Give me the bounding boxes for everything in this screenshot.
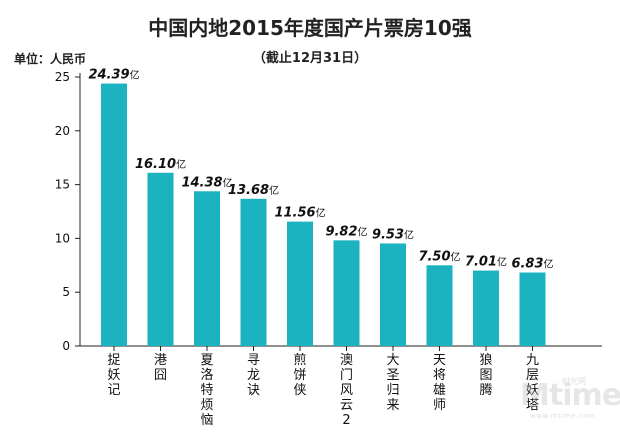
data-label: 14.38亿: [181, 175, 232, 190]
mtime-watermark: Mtime 时光网 www.mtime.com: [508, 376, 620, 424]
bar-夏洛特烦恼: [194, 191, 220, 346]
data-label: 24.39亿: [88, 68, 139, 83]
data-label: 11.56亿: [274, 206, 325, 221]
category-label: 捉妖记: [107, 353, 120, 398]
bar-煎饼侠: [287, 221, 313, 346]
watermark-logo: Mtime: [520, 378, 620, 413]
category-label: 夏洛特烦恼: [200, 353, 213, 428]
category-label: 九层妖塔: [526, 353, 539, 413]
unit-label: 单位：人民币: [14, 52, 87, 66]
category-label: 天将雄师: [433, 353, 446, 413]
bar-港囧: [147, 172, 174, 346]
category-label: 煎饼侠: [293, 352, 306, 398]
category-label: 寻龙诀: [247, 353, 260, 398]
bar-九层妖塔: [519, 272, 546, 346]
data-label: 6.83亿: [511, 257, 553, 272]
y-tick-label: 0: [62, 339, 70, 353]
data-label: 7.50亿: [418, 249, 460, 264]
watermark-top-text: 时光网: [562, 377, 586, 386]
data-label: 9.53亿: [372, 227, 414, 242]
bar-澳门风云2: [333, 240, 360, 346]
chart-subtitle: （截止12月31日）: [252, 51, 368, 66]
bar-天将雄师: [426, 265, 453, 346]
data-label: 16.10亿: [135, 157, 186, 172]
y-tick-label: 10: [55, 231, 70, 245]
data-label: 7.01亿: [465, 255, 507, 270]
y-tick-label: 25: [55, 70, 70, 84]
chart-title: 中国内地2015年度国产片票房10强: [148, 16, 472, 40]
category-label: 狼图腾: [479, 353, 492, 398]
y-tick-label: 15: [55, 178, 70, 192]
y-tick-label: 5: [62, 285, 70, 299]
data-label: 9.82亿: [325, 224, 367, 239]
category-label: 港囧: [154, 353, 167, 383]
category-label: 澳门风云 2: [340, 352, 353, 428]
category-label: 大圣归来: [386, 353, 399, 413]
bar-狼图腾: [473, 270, 499, 346]
y-tick-label: 20: [55, 124, 70, 138]
bar-大圣归来: [380, 243, 406, 346]
data-label: 13.68亿: [228, 183, 279, 198]
watermark-url: www.mtime.com: [530, 412, 596, 420]
bar-捉妖记: [101, 83, 127, 346]
bar-寻龙诀: [240, 198, 267, 346]
